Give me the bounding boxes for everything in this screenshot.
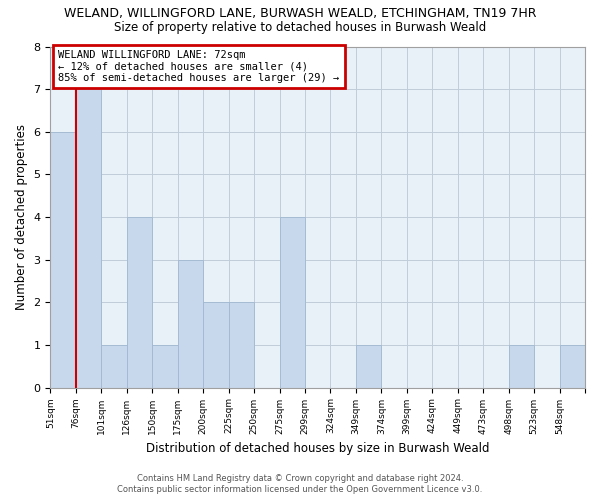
Bar [356, 345, 382, 388]
Bar [560, 345, 585, 388]
Text: WELAND, WILLINGFORD LANE, BURWASH WEALD, ETCHINGHAM, TN19 7HR: WELAND, WILLINGFORD LANE, BURWASH WEALD,… [64, 8, 536, 20]
X-axis label: Distribution of detached houses by size in Burwash Weald: Distribution of detached houses by size … [146, 442, 490, 455]
Bar [152, 345, 178, 388]
Bar [229, 302, 254, 388]
Bar [76, 89, 101, 388]
Text: WELAND WILLINGFORD LANE: 72sqm
← 12% of detached houses are smaller (4)
85% of s: WELAND WILLINGFORD LANE: 72sqm ← 12% of … [58, 50, 340, 83]
Text: Contains HM Land Registry data © Crown copyright and database right 2024.
Contai: Contains HM Land Registry data © Crown c… [118, 474, 482, 494]
Bar [509, 345, 534, 388]
Bar [50, 132, 76, 388]
Bar [280, 217, 305, 388]
Text: Size of property relative to detached houses in Burwash Weald: Size of property relative to detached ho… [114, 21, 486, 34]
Y-axis label: Number of detached properties: Number of detached properties [15, 124, 28, 310]
Bar [203, 302, 229, 388]
Bar [101, 345, 127, 388]
Bar [127, 217, 152, 388]
Bar [178, 260, 203, 388]
